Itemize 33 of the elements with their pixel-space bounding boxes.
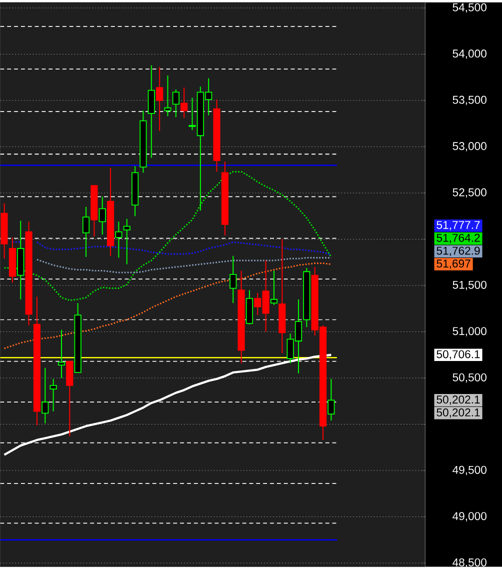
- y-tick-label: 49,500: [452, 466, 486, 476]
- candlestick: [50, 378, 57, 412]
- y-tick-label: 53,000: [452, 142, 486, 152]
- y-tick-label: 51,000: [452, 327, 486, 336]
- y-tick-label: 49,000: [452, 512, 486, 522]
- candlestick: [58, 329, 65, 379]
- text: 51,697: [436, 260, 470, 269]
- candlestick: [98, 196, 106, 236]
- candlestick: [172, 88, 180, 118]
- candlestick: [156, 66, 163, 132]
- y-tick-label: 50,500: [452, 373, 486, 383]
- candlestick: [41, 367, 49, 424]
- candlestick: [180, 87, 188, 119]
- y-tick-label: 53,500: [452, 96, 486, 106]
- text: 51,777.7: [436, 221, 480, 230]
- candlestick: [115, 221, 122, 258]
- text: 51,762.9: [436, 246, 480, 256]
- candlestick: [328, 378, 335, 422]
- text: 50,202.1: [436, 408, 480, 418]
- text: 50,706.1: [436, 350, 480, 360]
- candlestick: [164, 75, 172, 117]
- candlestick: [229, 255, 237, 304]
- text: 51,764.2: [436, 234, 480, 244]
- candlestick: [123, 218, 130, 265]
- candlestick: [270, 270, 278, 306]
- y-tick-label: 51,500: [452, 280, 486, 290]
- candlestick: [148, 64, 155, 158]
- y-tick-label: 54,500: [452, 3, 486, 13]
- candlestick: [82, 206, 90, 258]
- text: 50,202.1: [436, 396, 480, 405]
- y-tick-label: 52,500: [452, 188, 486, 198]
- y-tick-label: 54,000: [452, 50, 486, 59]
- y-tick-label: 48,500: [452, 558, 486, 568]
